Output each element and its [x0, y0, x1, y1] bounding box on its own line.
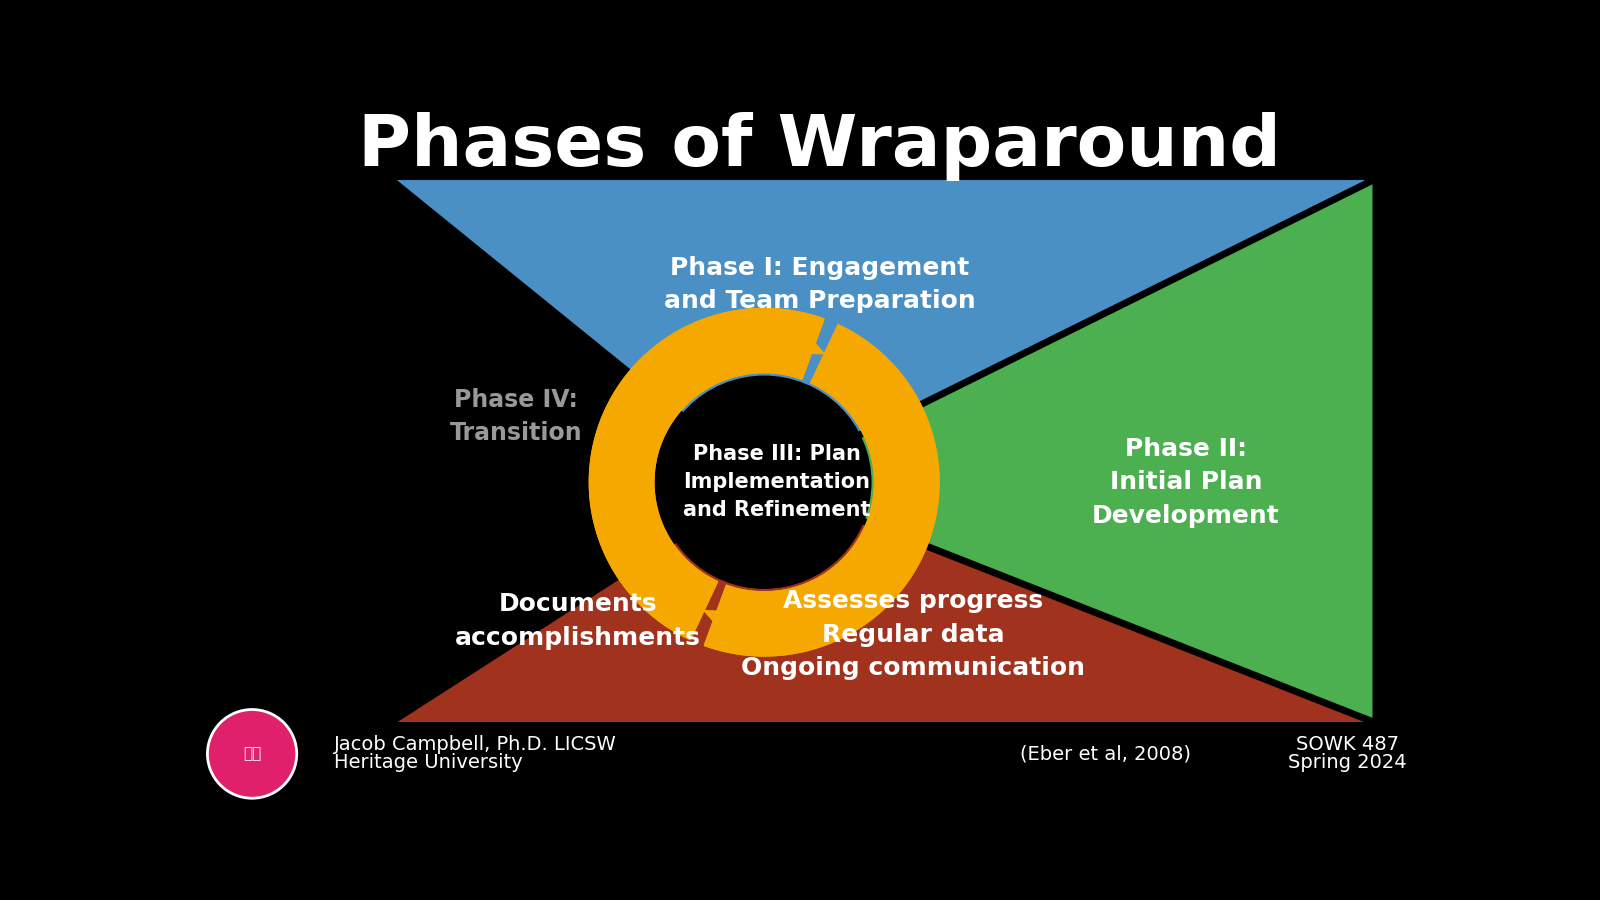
Text: Phases of Wraparound: Phases of Wraparound: [358, 112, 1282, 181]
Polygon shape: [589, 309, 824, 640]
Polygon shape: [392, 181, 1371, 482]
Polygon shape: [704, 325, 939, 656]
Text: Jacob Campbell, Ph.D. LICSW: Jacob Campbell, Ph.D. LICSW: [334, 734, 616, 753]
Text: SOWK 487: SOWK 487: [1296, 734, 1398, 753]
Text: Phase II:
Initial Plan
Development: Phase II: Initial Plan Development: [1091, 436, 1280, 527]
Text: Phase I: Engagement
and Team Preparation: Phase I: Engagement and Team Preparation: [664, 256, 976, 313]
Text: Spring 2024: Spring 2024: [1288, 753, 1406, 772]
Ellipse shape: [658, 376, 870, 589]
Text: (Eber et al, 2008): (Eber et al, 2008): [1019, 744, 1190, 763]
Polygon shape: [589, 309, 824, 640]
Polygon shape: [392, 482, 1371, 721]
Text: Assesses progress
Regular data
Ongoing communication: Assesses progress Regular data Ongoing c…: [741, 590, 1085, 680]
Text: Phase IV:
Transition: Phase IV: Transition: [450, 388, 582, 446]
Text: Phase III: Plan
Implementation
and Refinement: Phase III: Plan Implementation and Refin…: [683, 445, 870, 520]
Polygon shape: [792, 330, 824, 354]
Polygon shape: [704, 325, 939, 656]
Text: ⛹⛹: ⛹⛹: [243, 746, 261, 761]
Ellipse shape: [208, 709, 296, 798]
Polygon shape: [765, 181, 1371, 721]
Text: Heritage University: Heritage University: [334, 753, 523, 772]
Polygon shape: [704, 610, 736, 634]
Text: Documents
accomplishments: Documents accomplishments: [456, 592, 701, 650]
